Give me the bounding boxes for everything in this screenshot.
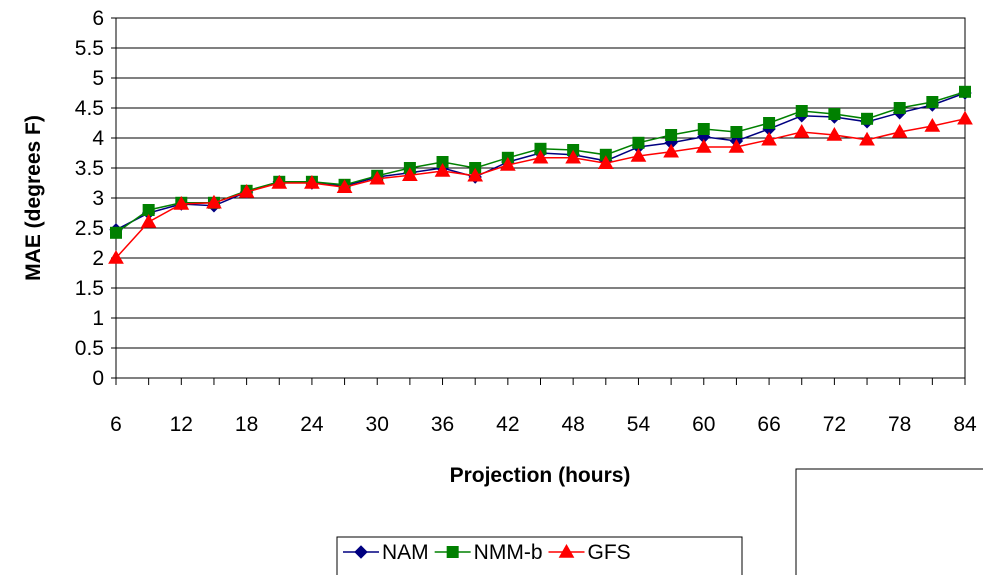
x-tick-label: 60	[692, 413, 715, 436]
legend-marker	[354, 545, 368, 559]
legend-item-gfs: GFS	[548, 541, 631, 564]
data-point-gfs	[108, 249, 124, 264]
data-point-nmm-b	[828, 108, 841, 120]
legend: NAM NMM-b GFS	[336, 536, 743, 575]
y-tick-label: 4	[92, 127, 104, 150]
y-tick-label: 3	[92, 187, 104, 210]
x-tick-label: 36	[431, 413, 454, 436]
y-tick-label: 1.5	[75, 277, 104, 300]
legend-label: NMM-b	[474, 541, 543, 564]
x-tick-label: 78	[888, 413, 911, 436]
x-tick-label: 12	[170, 413, 193, 436]
data-point-gfs	[859, 131, 875, 146]
y-tick-label: 5	[92, 67, 104, 90]
legend-item-nmm-b: NMM-b	[434, 541, 543, 564]
data-point-gfs	[434, 162, 451, 177]
y-tick-labels: 0 0.5 1 1.5 2 2.5 3 3.5 4 4.5 5 5.5 6	[75, 7, 105, 390]
x-tick-label: 24	[300, 413, 324, 436]
data-point-gfs	[891, 123, 908, 138]
data-point-gfs	[304, 174, 320, 189]
y-tick-label: 6	[92, 7, 104, 30]
x-axis-title: Projection (hours)	[450, 464, 631, 487]
legend-marker	[446, 546, 459, 558]
axes	[111, 17, 966, 385]
empty-frame	[795, 468, 983, 575]
data-point-gfs	[957, 110, 973, 125]
x-tick-label: 72	[823, 413, 846, 436]
legend-label: NAM	[382, 541, 429, 564]
data-point-nmm-b	[730, 126, 743, 138]
data-point-gfs	[761, 131, 777, 146]
data-point-gfs	[402, 167, 418, 181]
data-point-gfs	[369, 170, 386, 185]
data-point-gfs	[499, 156, 516, 171]
data-point-gfs	[336, 179, 353, 193]
data-point-gfs	[728, 138, 745, 153]
data-point-gfs	[630, 147, 647, 162]
x-tick-label: 48	[561, 413, 584, 436]
data-point-gfs	[140, 213, 157, 228]
y-tick-label: 4.5	[75, 97, 104, 120]
data-point-gfs	[238, 183, 255, 198]
data-point-nmm-b	[110, 226, 122, 239]
data-point-nmm-b	[697, 123, 710, 135]
gridlines	[115, 17, 966, 379]
y-tick-label: 0	[92, 367, 104, 390]
x-tick-labels: 6 12 18 24 30 36 42 48 54 60 66 72 78 84	[110, 413, 977, 436]
y-tick-label: 1	[92, 307, 104, 330]
y-tick-label: 3.5	[75, 157, 104, 180]
data-point-nmm-b	[959, 85, 971, 98]
data-point-gfs	[695, 138, 712, 153]
x-tick-label: 18	[235, 413, 258, 436]
data-point-gfs	[826, 126, 843, 141]
data-point-nmm-b	[763, 117, 776, 129]
data-point-gfs	[565, 149, 582, 164]
data-point-nmm-b	[665, 129, 678, 141]
data-point-gfs	[467, 167, 484, 182]
x-tick-label: 42	[496, 413, 519, 436]
series-group	[108, 85, 973, 264]
x-tick-label: 30	[366, 413, 389, 436]
series-gfs	[108, 110, 973, 264]
legend-marker	[558, 543, 575, 558]
data-point-gfs	[271, 174, 288, 189]
y-axis-title: MAE (degrees F)	[22, 115, 45, 281]
data-point-nmm-b	[795, 105, 808, 117]
y-tick-label: 2.5	[75, 217, 104, 240]
data-point-nmm-b	[893, 102, 906, 114]
x-tick-label: 66	[757, 413, 780, 436]
data-point-gfs	[173, 195, 190, 210]
x-tick-label: 6	[110, 413, 122, 436]
legend-item-nam: NAM	[343, 541, 429, 564]
data-point-gfs	[663, 143, 679, 158]
y-tick-label: 0.5	[75, 337, 104, 360]
data-point-gfs	[924, 117, 941, 132]
x-tick-label: 84	[953, 413, 977, 436]
data-point-nmm-b	[926, 96, 939, 108]
legend-box	[336, 536, 743, 575]
data-point-nmm-b	[861, 112, 874, 125]
y-tick-label: 5.5	[75, 37, 104, 60]
data-point-gfs	[597, 155, 614, 169]
data-point-gfs	[793, 123, 810, 138]
data-point-gfs	[532, 149, 549, 164]
data-point-gfs	[206, 194, 222, 209]
data-point-nmm-b	[632, 136, 645, 149]
data-point-nmm-b	[142, 204, 155, 216]
legend-label: GFS	[588, 541, 631, 564]
x-tick-label: 54	[627, 413, 651, 436]
y-tick-label: 2	[92, 247, 104, 270]
